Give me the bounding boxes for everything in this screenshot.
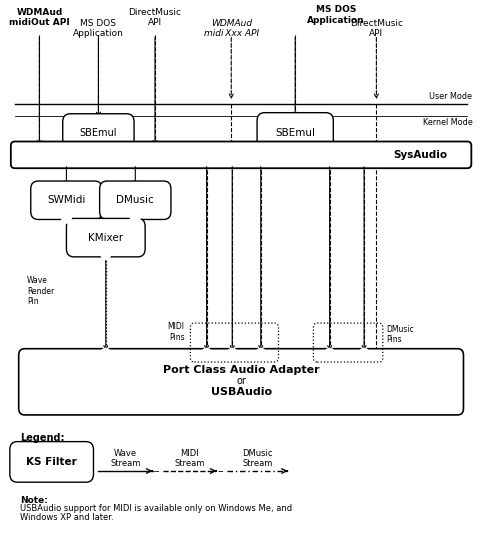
Text: User Mode: User Mode — [430, 92, 472, 101]
Text: Wave
Render
Pin: Wave Render Pin — [27, 276, 54, 306]
Text: WDMAud
midiOut API: WDMAud midiOut API — [9, 8, 70, 27]
FancyBboxPatch shape — [11, 142, 471, 168]
Text: MS DOS
Application: MS DOS Application — [307, 5, 365, 25]
Circle shape — [256, 348, 266, 359]
Text: KS Filter: KS Filter — [26, 457, 77, 467]
Text: WDMAud
midi ​Xxx API: WDMAud midi ​Xxx API — [204, 19, 259, 38]
Circle shape — [325, 348, 335, 359]
FancyBboxPatch shape — [10, 442, 93, 482]
Text: –: – — [217, 466, 223, 476]
Circle shape — [202, 348, 212, 359]
Text: Note:: Note: — [20, 496, 48, 505]
Text: KMixer: KMixer — [88, 233, 123, 242]
Text: Wave
Stream: Wave Stream — [110, 449, 141, 468]
FancyBboxPatch shape — [257, 113, 334, 154]
Circle shape — [62, 213, 71, 223]
Text: or: or — [236, 376, 246, 386]
Text: DirectMusic
API: DirectMusic API — [350, 19, 403, 38]
Circle shape — [130, 213, 140, 223]
Text: MIDI
Pins: MIDI Pins — [167, 322, 184, 342]
Text: DMusic
Stream: DMusic Stream — [243, 449, 273, 468]
Text: DirectMusic
API: DirectMusic API — [128, 8, 182, 27]
Text: MS DOS
Application: MS DOS Application — [73, 19, 124, 38]
Circle shape — [101, 249, 111, 260]
Text: SWMidi: SWMidi — [47, 195, 86, 205]
Text: Port Class Audio Adapter: Port Class Audio Adapter — [163, 365, 319, 375]
Text: SBEmul: SBEmul — [80, 129, 117, 138]
Text: SysAudio: SysAudio — [394, 150, 448, 160]
Text: Legend:: Legend: — [20, 433, 64, 443]
Text: DMusic: DMusic — [117, 195, 154, 205]
FancyBboxPatch shape — [19, 349, 463, 415]
Text: SBEmul: SBEmul — [275, 129, 315, 138]
Text: –: – — [154, 466, 159, 476]
Text: Kernel Mode: Kernel Mode — [423, 118, 472, 127]
Text: DMusic
Pins: DMusic Pins — [386, 325, 414, 344]
FancyBboxPatch shape — [100, 181, 171, 219]
Circle shape — [359, 348, 369, 359]
FancyBboxPatch shape — [66, 218, 145, 257]
Circle shape — [101, 348, 111, 359]
Text: MIDI
Stream: MIDI Stream — [175, 449, 205, 468]
Text: Windows XP and later.: Windows XP and later. — [20, 513, 113, 522]
Text: USBAudio support for MIDI is available only on Windows Me, and: USBAudio support for MIDI is available o… — [20, 504, 292, 513]
Text: USBAudio: USBAudio — [211, 388, 272, 397]
Circle shape — [227, 348, 237, 359]
FancyBboxPatch shape — [31, 181, 102, 219]
FancyBboxPatch shape — [63, 114, 134, 153]
